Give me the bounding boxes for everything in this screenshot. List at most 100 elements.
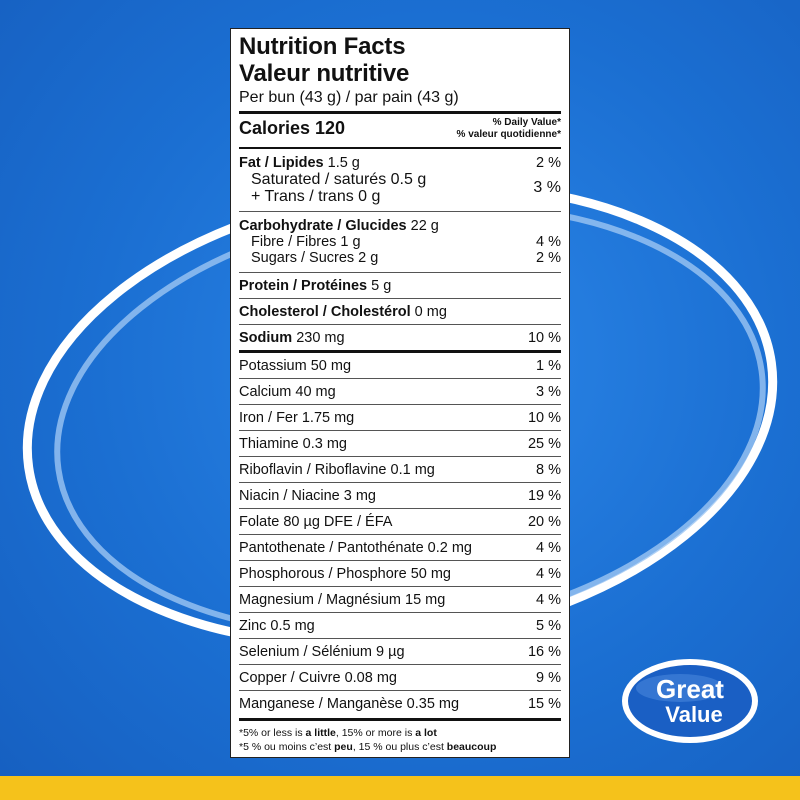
mineral-name: Zinc 0.5 mg (239, 617, 315, 634)
mineral-name: Folate 80 µg DFE / ÉFA (239, 513, 393, 530)
mineral-row: Pantothenate / Pantothénate 0.2 mg 4 % (239, 535, 561, 560)
mineral-row: Potassium 50 mg 1 % (239, 353, 561, 378)
mineral-name: Calcium 40 mg (239, 383, 336, 400)
mineral-pct: 20 % (527, 513, 561, 530)
sat-trans-row: Saturated / saturés 0.5 g + Trans / tran… (239, 171, 561, 205)
fibre-row: Fibre / Fibres 1 g 4 % (239, 234, 561, 250)
nutrition-facts-table: Nutrition Facts Valeur nutritive Per bun… (230, 28, 570, 758)
divider (239, 456, 561, 457)
mineral-pct: 3 % (536, 383, 561, 400)
mineral-pct: 4 % (536, 591, 561, 608)
sugars-row: Sugars / Sucres 2 g 2 % (239, 250, 561, 266)
mineral-name: Riboflavin / Riboflavine 0.1 mg (239, 461, 435, 478)
divider (239, 718, 561, 721)
protein-amount: 5 g (371, 277, 392, 294)
mineral-name: Iron / Fer 1.75 mg (239, 409, 355, 426)
divider (239, 612, 561, 613)
mineral-pct: 25 % (527, 435, 561, 452)
mineral-pct: 5 % (536, 617, 561, 634)
carb-name: Carbohydrate / Glucides (239, 218, 407, 234)
mineral-pct: 8 % (536, 461, 561, 478)
divider (239, 111, 561, 114)
mineral-row: Riboflavin / Riboflavine 0.1 mg 8 % (239, 457, 561, 482)
mineral-pct: 4 % (536, 565, 561, 582)
fat-name: Fat / Lipides (239, 155, 324, 171)
carb-amount: 22 g (410, 218, 439, 234)
mineral-name: Copper / Cuivre 0.08 mg (239, 669, 397, 686)
divider (239, 404, 561, 405)
mineral-name: Magnesium / Magnésium 15 mg (239, 591, 446, 608)
logo-line1: Great (656, 674, 724, 704)
carb-block: Carbohydrate / Glucides 22 g Fibre / Fib… (239, 212, 561, 272)
mineral-row: Thiamine 0.3 mg 25 % (239, 431, 561, 456)
fat-pct: 2 % (536, 155, 561, 171)
mineral-row: Phosphorous / Phosphore 50 mg 4 % (239, 561, 561, 586)
cholesterol-name: Cholesterol / Cholestérol (239, 303, 411, 320)
sugars: Sugars / Sucres 2 g (251, 250, 379, 266)
title-fr: Valeur nutritive (239, 60, 410, 87)
footnote-en: *5% or less is a little, 15% or more is … (239, 727, 437, 739)
divider (239, 272, 561, 273)
mineral-row: Niacin / Niacine 3 mg 19 % (239, 483, 561, 508)
divider (239, 378, 561, 379)
cholesterol-row: Cholesterol / Cholestérol 0 mg (239, 299, 561, 324)
sodium-row: Sodium 230 mg 10 % (239, 325, 561, 350)
mineral-pct: 9 % (536, 669, 561, 686)
fibre-pct: 4 % (536, 234, 561, 250)
protein-name: Protein / Protéines (239, 277, 368, 294)
sodium-amount: 230 mg (296, 329, 345, 346)
mineral-row: Folate 80 µg DFE / ÉFA 20 % (239, 509, 561, 534)
mineral-pct: 10 % (527, 409, 561, 426)
mineral-name: Niacin / Niacine 3 mg (239, 487, 376, 504)
mineral-name: Manganese / Manganèse 0.35 mg (239, 695, 460, 712)
mineral-row: Copper / Cuivre 0.08 mg 9 % (239, 665, 561, 690)
divider (239, 508, 561, 509)
dv-en: % Daily Value* (492, 117, 561, 128)
title-en: Nutrition Facts (239, 33, 406, 60)
protein-row: Protein / Protéines 5 g (239, 273, 561, 298)
mineral-pct: 19 % (527, 487, 561, 504)
mineral-name: Selenium / Sélénium 9 µg (239, 643, 405, 660)
divider (239, 690, 561, 691)
minerals-list: Potassium 50 mg 1 % Calcium 40 mg 3 % Iron /… (239, 353, 561, 716)
mineral-name: Thiamine 0.3 mg (239, 435, 347, 452)
serving-size: Per bun (43 g) / par pain (43 g) (239, 89, 459, 106)
mineral-pct: 15 % (527, 695, 561, 712)
divider (239, 324, 561, 325)
bottom-stripe (0, 776, 800, 800)
divider (239, 350, 561, 353)
fat-amount: 1.5 g (327, 155, 360, 171)
sodium-pct: 10 % (527, 329, 561, 346)
mineral-pct: 1 % (536, 357, 561, 374)
divider (239, 482, 561, 483)
footnote-fr: *5 % ou moins c’est peu, 15 % ou plus c’… (239, 741, 497, 753)
carb-row: Carbohydrate / Glucides 22 g (239, 218, 561, 234)
sugars-pct: 2 % (536, 250, 561, 266)
mineral-name: Potassium 50 mg (239, 357, 352, 374)
calories-row: Calories 120 % Daily Value* % valeur quo… (239, 114, 561, 147)
logo-line2: Value (665, 702, 722, 727)
fibre: Fibre / Fibres 1 g (251, 234, 361, 250)
calories: Calories 120 (239, 118, 346, 138)
daily-value-header: % Daily Value* % valeur quotidienne* (457, 117, 561, 141)
fat-row: Fat / Lipides 1.5 g 2 % (239, 155, 561, 171)
divider (239, 147, 561, 149)
footnote: *5% or less is a little, 15% or more is … (239, 726, 561, 754)
mineral-row: Selenium / Sélénium 9 µg 16 % (239, 639, 561, 664)
mineral-name: Phosphorous / Phosphore 50 mg (239, 565, 451, 582)
divider (239, 534, 561, 535)
great-value-logo: Great Value (622, 659, 758, 743)
cholesterol-amount: 0 mg (414, 303, 447, 320)
mineral-row: Manganese / Manganèse 0.35 mg 15 % (239, 691, 561, 716)
dv-fr: % valeur quotidienne* (456, 129, 561, 140)
mineral-row: Zinc 0.5 mg 5 % (239, 613, 561, 638)
fat-block: Fat / Lipides 1.5 g 2 % Saturated / satu… (239, 149, 561, 211)
divider (239, 560, 561, 561)
divider (239, 211, 561, 212)
mineral-row: Iron / Fer 1.75 mg 10 % (239, 405, 561, 430)
trans: + Trans / trans 0 g (251, 188, 381, 205)
sodium-name: Sodium (239, 329, 293, 346)
mineral-row: Calcium 40 mg 3 % (239, 379, 561, 404)
mineral-row: Magnesium / Magnésium 15 mg 4 % (239, 587, 561, 612)
divider (239, 664, 561, 665)
